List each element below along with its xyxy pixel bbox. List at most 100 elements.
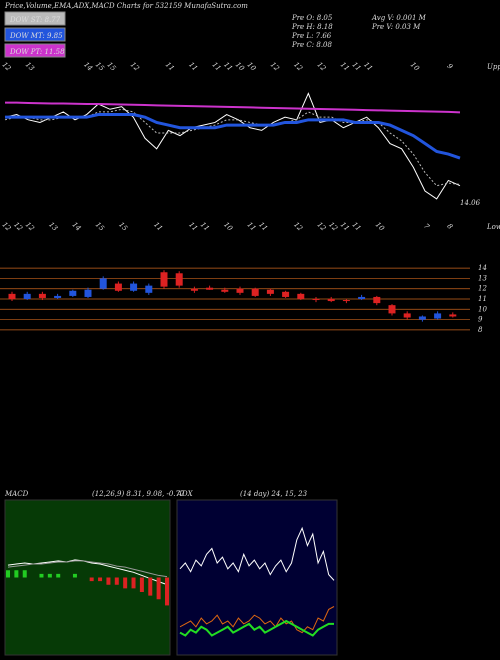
legend-label: DOW PT: 11.58 [9,48,65,56]
candle-body [84,289,92,297]
adx-subtitle: (14 day) 24, 15, 23 [240,490,308,498]
candle-body [403,313,411,318]
stat-text: Pre V: 0.03 M [371,23,421,31]
candle-body [221,289,229,292]
candle-body [130,283,138,291]
series-line [5,101,461,114]
histogram-bar [47,573,52,578]
stat-text: Pre H: 8.18 [291,23,333,31]
histogram-bar [156,577,161,600]
candle-body [69,290,77,296]
x-tick-label: 7 [422,222,431,231]
x-tick-label: 11 [164,61,176,73]
y-tick-label: 13 [478,274,487,282]
macd-subtitle: (12,26,9) 8.31, 9.08, -0.77 [92,490,185,498]
series-line [179,619,334,637]
x-tick-label: 11 [339,221,351,233]
candle-body [358,296,366,299]
series-line [5,113,461,160]
candle-body [23,293,31,299]
candle-body [251,288,259,296]
macd-title: MACD [4,490,29,498]
candle-body [327,299,335,302]
candle-body [418,316,426,320]
histogram-bar [72,573,77,578]
y-tick-label: 8 [478,326,483,334]
stat-text: Pre L: 7.66 [291,32,332,40]
x-tick-label: 11 [187,221,199,233]
y-tick-label: 10 [478,305,487,313]
y-tick-label: 9 [478,316,483,324]
candle-body [190,288,198,291]
histogram-bar [89,577,94,582]
x-tick-label: 9 [445,62,454,71]
candle-body [297,293,305,299]
candle-body [206,287,214,290]
histogram-bar [131,577,136,589]
legend-label: DOW MT: 9.85 [9,32,63,40]
y-tick-label: 14 [478,264,487,272]
series-line [179,526,335,581]
x-tick-label: 11 [257,221,269,233]
legend-swatch [4,43,66,58]
adx-title: ADX [176,490,194,498]
x-tick-label: 11 [199,221,211,233]
candle-body [99,278,107,289]
x-tick-label: 11 [152,221,164,233]
stat-text: Avg V: 0.001 M [371,14,427,22]
histogram-bar [165,577,169,606]
stat-text: Pre C: 8.08 [291,41,332,49]
x-tick-label: 11 [350,221,362,233]
histogram-bar [6,570,10,578]
histogram-bar [39,573,44,578]
annotation: 14.06 [460,199,481,207]
x-tick-label: 11 [362,61,374,73]
series-line [7,560,168,578]
y-tick-label: 12 [478,285,487,293]
candle-body [8,293,16,299]
legend-swatch [4,11,66,26]
stat-text: Pre O: 8.05 [291,14,333,22]
candle-body [282,291,290,297]
x-tick-label: 14 [70,221,82,233]
x-tick-label: 11 [245,221,257,233]
series-line [179,606,335,634]
histogram-bar [148,577,153,596]
legend-label: DOW ST: 8.77 [9,16,61,24]
y-tick-label: 11 [478,295,487,303]
macd-panel [4,499,171,656]
candle-body [342,300,350,302]
candle-body [236,288,244,293]
lower-label: Lower [486,223,500,231]
upper-label: Upper [487,63,500,71]
candle-body [449,314,457,317]
candle-body [266,289,274,294]
adx-panel [176,499,338,656]
histogram-bar [14,570,19,578]
x-tick-label: 11 [210,61,222,73]
x-tick-label: 14 [82,61,94,73]
candle-body [388,305,396,314]
candle-body [434,313,442,319]
chart-title: Price,Volume,EMA,ADX,MACD Charts for 532… [4,2,248,10]
legend-swatch [4,27,66,42]
histogram-bar [139,577,144,592]
histogram-bar [114,577,119,585]
x-tick-label: 11 [187,61,199,73]
candle-body [54,295,62,298]
histogram-bar [123,577,128,589]
x-tick-label: 11 [350,61,362,73]
histogram-bar [22,570,27,578]
candle-body [312,299,320,301]
candle-body [145,285,153,293]
x-tick-label: 8 [445,222,454,231]
candle-body [38,293,46,298]
candle-body [175,273,183,286]
histogram-bar [106,577,111,585]
x-tick-label: 11 [222,61,234,73]
histogram-bar [98,577,103,582]
candle-body [160,272,168,287]
candle-body [373,296,381,304]
x-tick-label: 11 [339,61,351,73]
